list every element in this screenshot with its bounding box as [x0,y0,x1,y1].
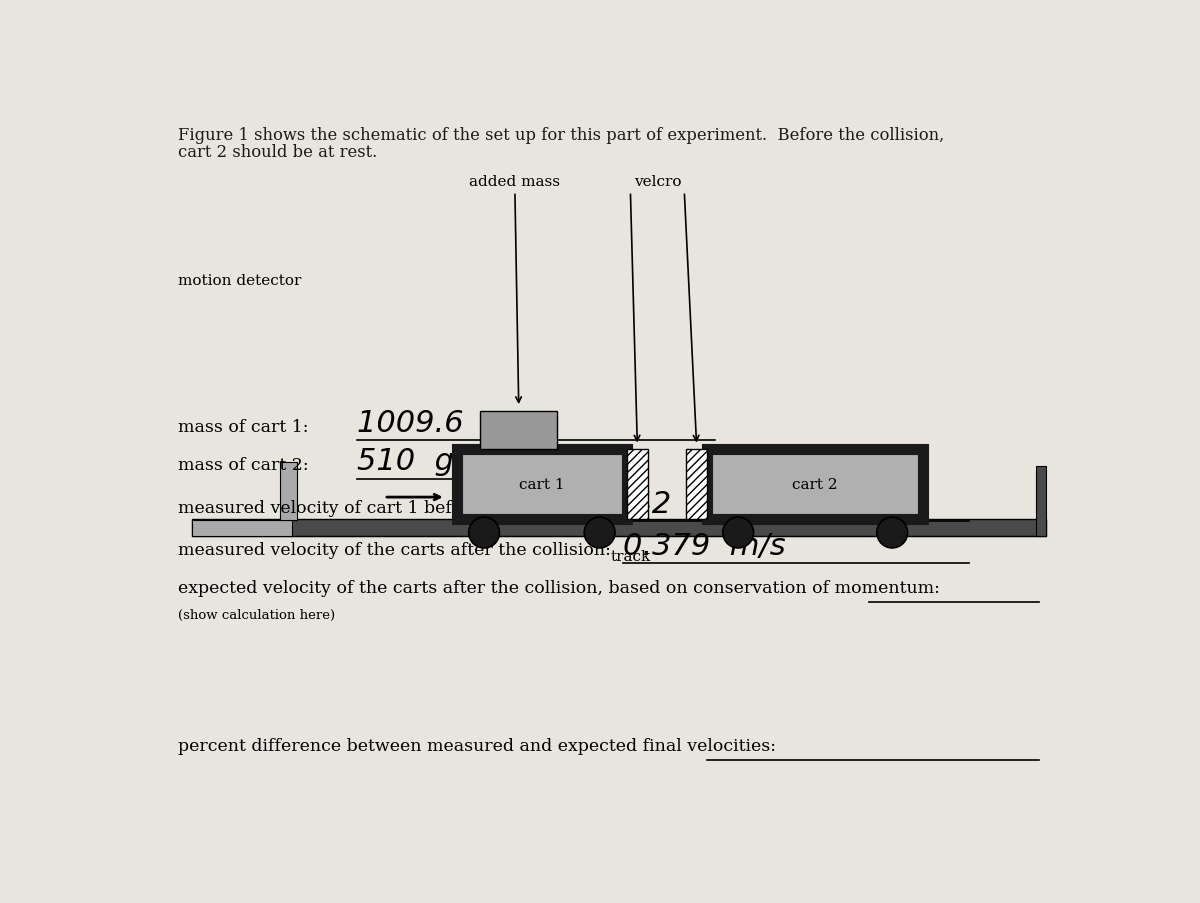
Text: motion detector: motion detector [178,274,301,288]
Text: measured velocity of cart 1 before collision:: measured velocity of cart 1 before colli… [178,499,581,516]
Text: 0.379  m/s: 0.379 m/s [623,532,785,561]
Bar [280,463,296,521]
Bar [708,450,923,519]
Bar [1036,467,1046,536]
Text: expected velocity of the carts after the collision, based on conservation of mom: expected velocity of the carts after the… [178,580,940,597]
Bar [626,450,648,519]
Text: cart 1: cart 1 [520,478,565,491]
Text: Figure 1 shows the schematic of the set up for this part of experiment.  Before : Figure 1 shows the schematic of the set … [178,126,944,144]
Text: track: track [611,550,650,563]
Text: added mass: added mass [469,174,560,189]
Circle shape [469,517,499,548]
Text: cart 2: cart 2 [792,478,838,491]
Bar [192,519,1046,536]
Text: velcro: velcro [634,174,682,189]
Circle shape [722,517,754,548]
Circle shape [877,517,907,548]
Bar [192,521,292,536]
Bar [480,412,557,450]
Text: (show calculation here): (show calculation here) [178,609,335,622]
Text: 510  g: 510 g [358,447,454,476]
Text: percent difference between measured and expected final velocities:: percent difference between measured and … [178,738,775,755]
Text: measured velocity of the carts after the collision:: measured velocity of the carts after the… [178,542,622,558]
Circle shape [584,517,616,548]
Bar [457,450,626,519]
Text: 1009.6  g: 1009.6 g [358,408,503,437]
Bar [686,450,708,519]
Text: mass of cart 2:: mass of cart 2: [178,457,319,474]
Text: 0.642  m/s: 0.642 m/s [584,489,746,518]
Text: mass of cart 1:: mass of cart 1: [178,418,319,435]
Text: cart 2 should be at rest.: cart 2 should be at rest. [178,144,377,161]
